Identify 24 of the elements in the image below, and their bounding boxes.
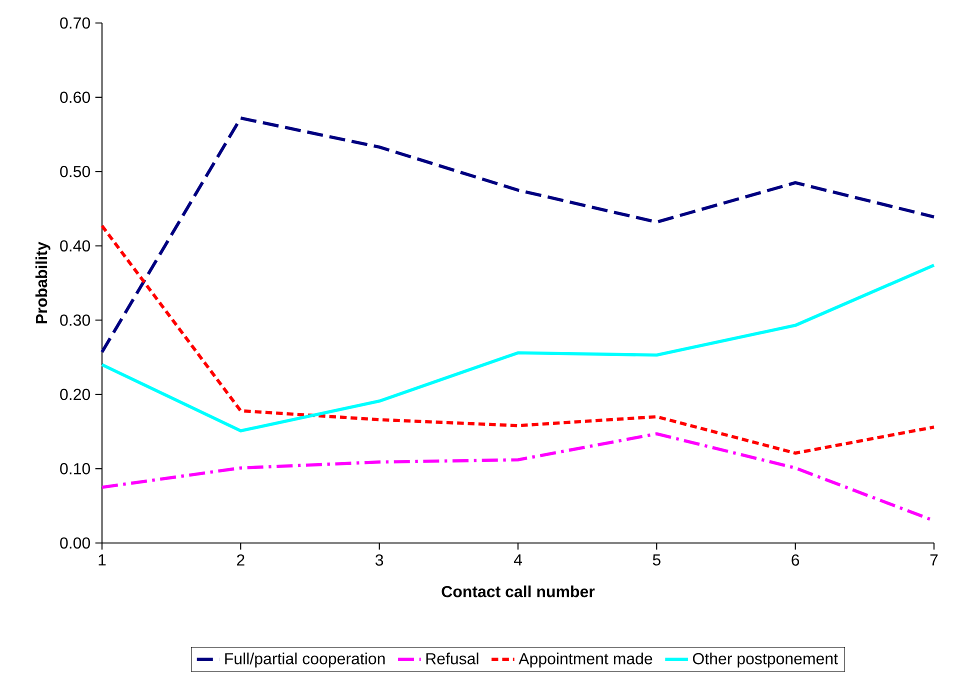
x-tick-label: 7 xyxy=(930,554,938,566)
x-axis-title: Contact call number xyxy=(442,586,595,598)
y-tick-label: 0.40 xyxy=(60,240,90,252)
y-tick-label: 0.00 xyxy=(60,537,90,549)
y-tick-label: 0.70 xyxy=(60,17,90,29)
x-tick-label: 3 xyxy=(375,554,384,566)
y-tick-label: 0.10 xyxy=(60,463,90,474)
y-tick-label: 0.50 xyxy=(60,166,90,178)
legend-label: Full/partial cooperation xyxy=(225,652,385,668)
x-tick-label: 6 xyxy=(792,554,800,566)
y-tick-label: 0.60 xyxy=(60,92,90,103)
x-tick-label: 5 xyxy=(652,554,660,566)
legend-label: Appointment made xyxy=(518,652,652,668)
legend-label: Refusal xyxy=(426,652,478,664)
y-tick-label: 0.20 xyxy=(60,388,90,400)
y-tick-label: 0.30 xyxy=(60,314,90,326)
line-series xyxy=(100,264,936,432)
line-series xyxy=(100,116,936,354)
line-series xyxy=(100,224,936,455)
y-axis-title: Probability xyxy=(35,242,50,324)
x-tick-label: 2 xyxy=(237,554,244,566)
x-tick-label: 1 xyxy=(98,554,106,566)
legend-label: Other postponement xyxy=(692,652,838,668)
x-tick-label: 4 xyxy=(514,554,522,566)
